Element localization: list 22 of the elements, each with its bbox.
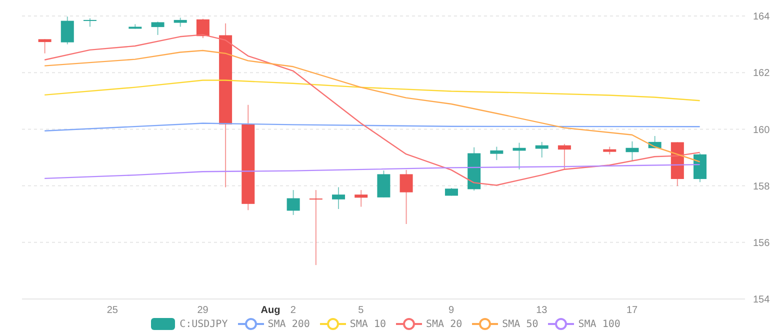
- x-tick-label: Aug: [260, 305, 280, 316]
- y-tick-label: 162: [753, 68, 770, 80]
- x-tick-label: 2: [290, 305, 296, 316]
- legend-label: SMA 200: [268, 318, 310, 330]
- line-series: [44, 80, 700, 102]
- y-tick-label: 156: [753, 238, 770, 249]
- x-tick-label: 29: [197, 305, 209, 316]
- legend-label: SMA 20: [426, 318, 462, 330]
- legend-label: SMA 10: [350, 318, 386, 330]
- y-tick-label: 154: [753, 294, 770, 306]
- y-tick-label: 158: [753, 181, 770, 192]
- x-tick-label: 5: [358, 305, 364, 316]
- legend-label: SMA 50: [502, 318, 538, 330]
- x-tick-label: 25: [106, 305, 118, 316]
- line-series: [44, 122, 700, 132]
- x-tick-label: 13: [536, 305, 548, 316]
- y-tick-label: 160: [753, 124, 770, 136]
- x-tick-label: 9: [448, 305, 454, 316]
- y-tick-label: 164: [753, 12, 770, 23]
- x-tick-label: 17: [626, 305, 638, 316]
- legend-label: SMA 100: [578, 318, 620, 330]
- legend-label: C:USDJPY: [180, 318, 228, 330]
